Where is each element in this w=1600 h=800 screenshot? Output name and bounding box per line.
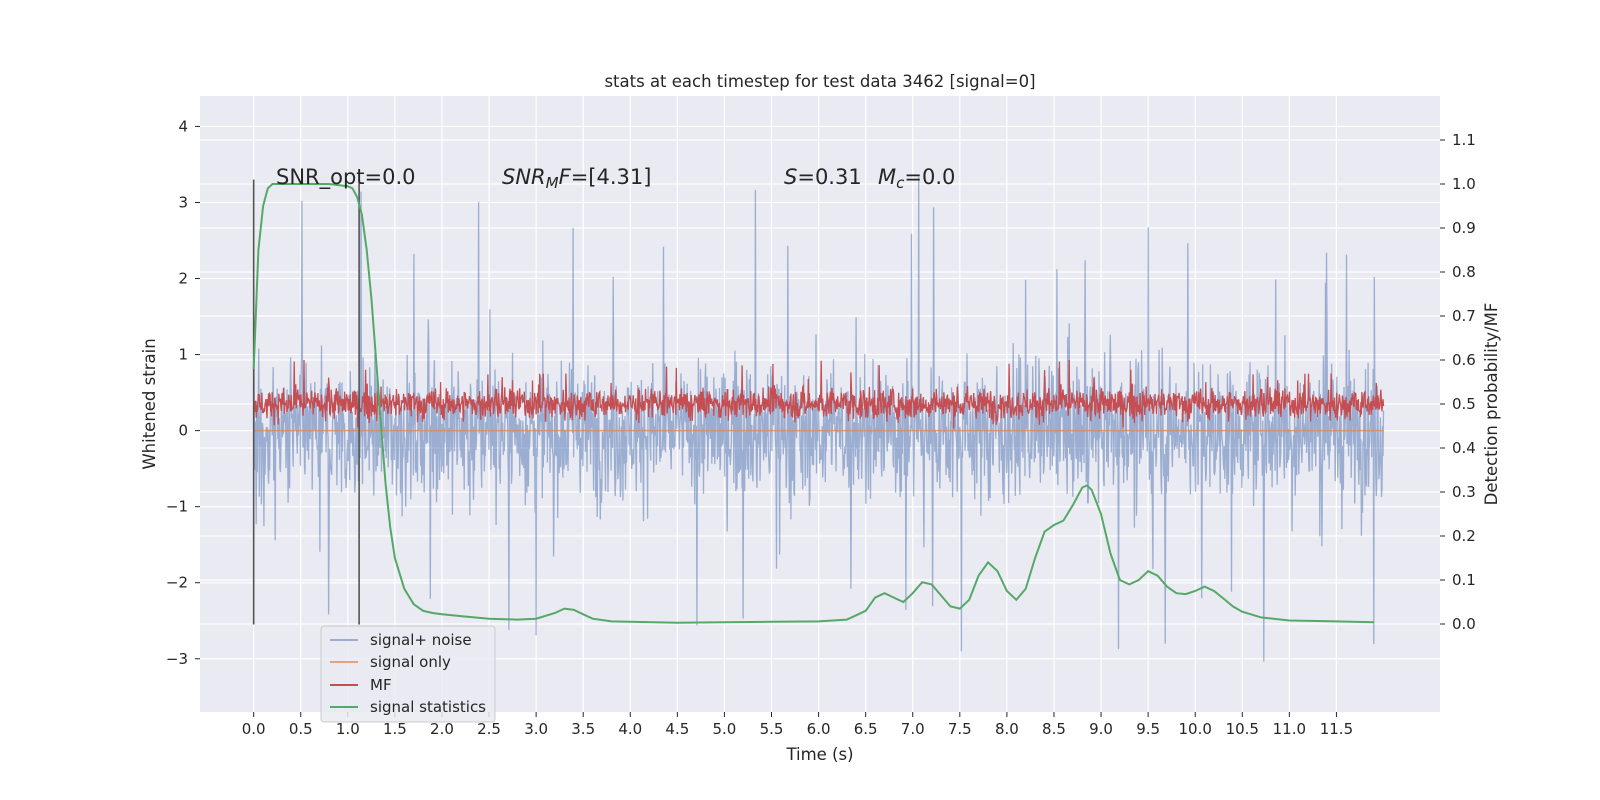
- y-tick-label: −3: [166, 650, 188, 668]
- y-right-tick-label: 0.1: [1452, 571, 1476, 589]
- x-tick-label: 6.5: [854, 720, 878, 738]
- y-tick-label: 2: [178, 270, 188, 288]
- x-tick-label: 4.0: [618, 720, 642, 738]
- x-axis-ticks: 0.0 0.5 1.0 1.5 2.0 2.5 3.0 3.5 4.0 4.5 5.0 5.5 6.0 6…: [242, 712, 1353, 738]
- x-tick-label: 8.5: [1042, 720, 1066, 738]
- x-tick-label: 1.5: [383, 720, 407, 738]
- y-tick-label: 0: [178, 422, 188, 440]
- y-tick-label: 4: [178, 117, 188, 135]
- grid-right: [200, 139, 1440, 625]
- y-tick-label: 3: [178, 193, 188, 211]
- legend-label-signal-only: signal only: [370, 653, 451, 671]
- y-left-axis-ticks: 4 3 2 1 0 −1 −2 −3: [166, 117, 200, 668]
- y-tick-label: 1: [178, 346, 188, 364]
- annotation-mc-value: Mc=0.0: [878, 165, 955, 192]
- x-tick-label: 3.0: [524, 720, 548, 738]
- legend-label-mf: MF: [370, 676, 392, 694]
- x-tick-label: 6.0: [807, 720, 831, 738]
- x-tick-label: 7.5: [948, 720, 972, 738]
- x-tick-label: 4.5: [665, 720, 689, 738]
- y-right-tick-label: 0.0: [1452, 615, 1476, 633]
- legend-box: [320, 625, 496, 723]
- x-tick-label: 0.0: [242, 720, 266, 738]
- y-axis-label: Whitened strain: [140, 338, 159, 469]
- x-tick-label: 3.5: [571, 720, 595, 738]
- x-tick-label: 10.0: [1178, 720, 1211, 738]
- y-right-tick-label: 0.9: [1452, 219, 1476, 237]
- y-right-tick-label: 1.1: [1452, 131, 1476, 149]
- legend-label-signal-noise: signal+ noise: [370, 631, 472, 649]
- chart-title: stats at each timestep for test data 346…: [604, 72, 1035, 91]
- legend: signal+ noise signal only MF signal stat…: [320, 625, 496, 723]
- x-tick-label: 5.0: [713, 720, 737, 738]
- x-tick-label: 0.5: [289, 720, 313, 738]
- x-tick-label: 2.0: [430, 720, 454, 738]
- x-tick-label: 10.5: [1226, 720, 1259, 738]
- x-tick-label: 2.5: [477, 720, 501, 738]
- y-right-tick-label: 0.4: [1452, 439, 1476, 457]
- annotation-snr-opt: SNR_opt=0.0: [276, 165, 416, 190]
- x-tick-label: 1.0: [336, 720, 360, 738]
- y-right-axis-ticks: 1.1 1.0 0.9 0.8 0.7 0.6 0.5 0.4 0.3 0.2 0.1 0.0: [1440, 131, 1476, 633]
- y-right-axis-label: Detection probability/MF: [1482, 303, 1501, 506]
- y-tick-label: −1: [166, 498, 188, 516]
- x-axis-label: Time (s): [785, 745, 853, 764]
- signal-statistics-series: [252, 183, 1375, 624]
- annotation-s-value: S=0.31: [784, 165, 862, 189]
- y-right-tick-label: 0.7: [1452, 307, 1476, 325]
- y-right-tick-label: 0.3: [1452, 483, 1476, 501]
- mf-series: [253, 359, 1385, 429]
- signal-noise-series: [253, 176, 1385, 662]
- y-tick-label: −2: [166, 574, 188, 592]
- x-tick-label: 11.5: [1320, 720, 1353, 738]
- y-right-tick-label: 0.5: [1452, 395, 1476, 413]
- y-right-tick-label: 0.6: [1452, 351, 1476, 369]
- y-right-tick-label: 0.8: [1452, 263, 1476, 281]
- x-tick-label: 8.0: [995, 720, 1019, 738]
- x-tick-label: 9.5: [1136, 720, 1160, 738]
- y-right-tick-label: 1.0: [1452, 175, 1476, 193]
- x-tick-label: 9.0: [1089, 720, 1113, 738]
- x-tick-label: 7.0: [901, 720, 925, 738]
- x-tick-label: 5.5: [760, 720, 784, 738]
- x-tick-label: 11.0: [1273, 720, 1306, 738]
- window-markers: [252, 179, 360, 625]
- y-right-tick-label: 0.2: [1452, 527, 1476, 545]
- legend-label-signal-statistics: signal statistics: [370, 698, 486, 716]
- annotation-snr-mf: SNRMF=[4.31]: [502, 165, 651, 192]
